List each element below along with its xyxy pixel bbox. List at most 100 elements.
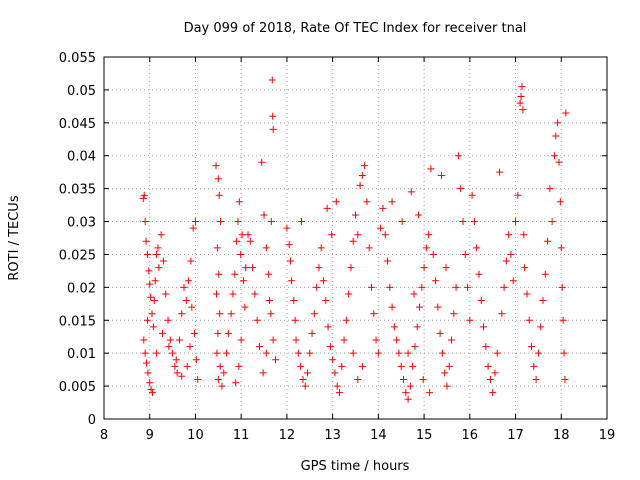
- data-point: [253, 316, 261, 324]
- data-point: [496, 168, 504, 176]
- x-tick-label: 9: [146, 428, 154, 443]
- data-point: [558, 283, 566, 291]
- data-point: [561, 376, 569, 384]
- data-point: [258, 158, 266, 166]
- data-point: [442, 264, 450, 272]
- data-point: [149, 323, 157, 331]
- y-axis-ticks: 0 0.005 0.01 0.015 0.02 0.025 0.03 0.035 0.04 0.0…: [59, 51, 607, 428]
- data-point: [223, 349, 231, 357]
- data-point: [216, 362, 224, 370]
- data-point: [216, 310, 224, 318]
- data-point: [473, 244, 481, 252]
- data-point: [530, 362, 538, 370]
- data-point: [268, 76, 276, 84]
- data-point: [340, 336, 348, 344]
- data-point: [232, 379, 240, 387]
- data-point: [548, 218, 556, 226]
- data-point: [459, 218, 467, 226]
- data-point: [411, 343, 419, 351]
- data-point: [541, 270, 549, 278]
- data-point: [143, 316, 151, 324]
- data-point: [154, 244, 162, 252]
- data-point: [379, 204, 387, 212]
- data-point: [517, 92, 525, 100]
- data-point: [509, 277, 517, 285]
- data-point: [427, 165, 435, 173]
- y-tick-label: 0.015: [59, 314, 96, 329]
- data-point: [514, 191, 522, 199]
- data-point: [269, 112, 277, 120]
- data-point: [349, 237, 357, 245]
- data-point: [287, 257, 295, 265]
- data-point: [146, 280, 154, 288]
- y-tick-label: 0.02: [67, 281, 96, 296]
- data-point: [141, 218, 149, 226]
- data-point: [429, 250, 437, 258]
- data-point: [234, 218, 242, 226]
- data-point: [436, 329, 444, 337]
- data-point: [406, 382, 414, 390]
- data-point: [298, 218, 306, 226]
- data-point: [354, 376, 362, 384]
- data-point: [244, 231, 252, 239]
- data-point: [140, 191, 148, 199]
- data-point: [251, 290, 259, 298]
- data-point: [269, 336, 277, 344]
- data-point: [326, 343, 334, 351]
- data-point: [157, 231, 165, 239]
- data-point: [493, 349, 501, 357]
- data-point: [419, 376, 427, 384]
- data-point: [215, 191, 223, 199]
- data-point: [292, 336, 300, 344]
- data-point: [319, 277, 327, 285]
- data-point: [215, 270, 223, 278]
- data-point: [521, 264, 529, 272]
- data-point: [477, 297, 485, 305]
- data-point: [434, 303, 442, 311]
- data-point: [267, 218, 275, 226]
- data-point: [420, 264, 428, 272]
- data-point: [384, 257, 392, 265]
- data-point: [180, 283, 188, 291]
- data-point: [500, 283, 508, 291]
- data-point: [562, 109, 570, 117]
- data-point: [502, 257, 510, 265]
- data-point: [534, 349, 542, 357]
- data-point: [422, 244, 430, 252]
- data-point: [271, 356, 279, 364]
- data-point: [143, 250, 151, 258]
- data-point: [188, 303, 196, 311]
- y-tick-label: 0.045: [59, 117, 96, 132]
- data-point: [404, 395, 412, 403]
- data-point: [189, 224, 197, 232]
- data-point: [466, 316, 474, 324]
- data-point: [242, 264, 250, 272]
- data-point: [407, 188, 415, 196]
- data-point: [148, 389, 156, 397]
- data-point: [139, 195, 147, 203]
- y-tick-label: 0.025: [59, 248, 96, 263]
- x-tick-label: 16: [462, 428, 479, 443]
- data-point: [317, 244, 325, 252]
- data-point: [361, 162, 369, 170]
- data-point: [213, 349, 221, 357]
- data-point: [552, 132, 560, 140]
- data-point: [404, 349, 412, 357]
- data-point: [153, 349, 161, 357]
- data-point: [388, 303, 396, 311]
- data-point: [484, 362, 492, 370]
- data-point: [345, 290, 353, 298]
- data-point: [365, 244, 373, 252]
- data-point: [159, 329, 167, 337]
- chart-title: Day 099 of 2018, Rate Of TEC Index for r…: [184, 21, 527, 36]
- data-point: [238, 231, 246, 239]
- data-point: [165, 343, 173, 351]
- data-point: [518, 83, 526, 91]
- data-point: [146, 379, 154, 387]
- data-point: [217, 218, 225, 226]
- data-point: [173, 369, 181, 377]
- data-point: [528, 343, 536, 351]
- data-point: [323, 204, 331, 212]
- data-point: [142, 237, 150, 245]
- data-point: [259, 369, 267, 377]
